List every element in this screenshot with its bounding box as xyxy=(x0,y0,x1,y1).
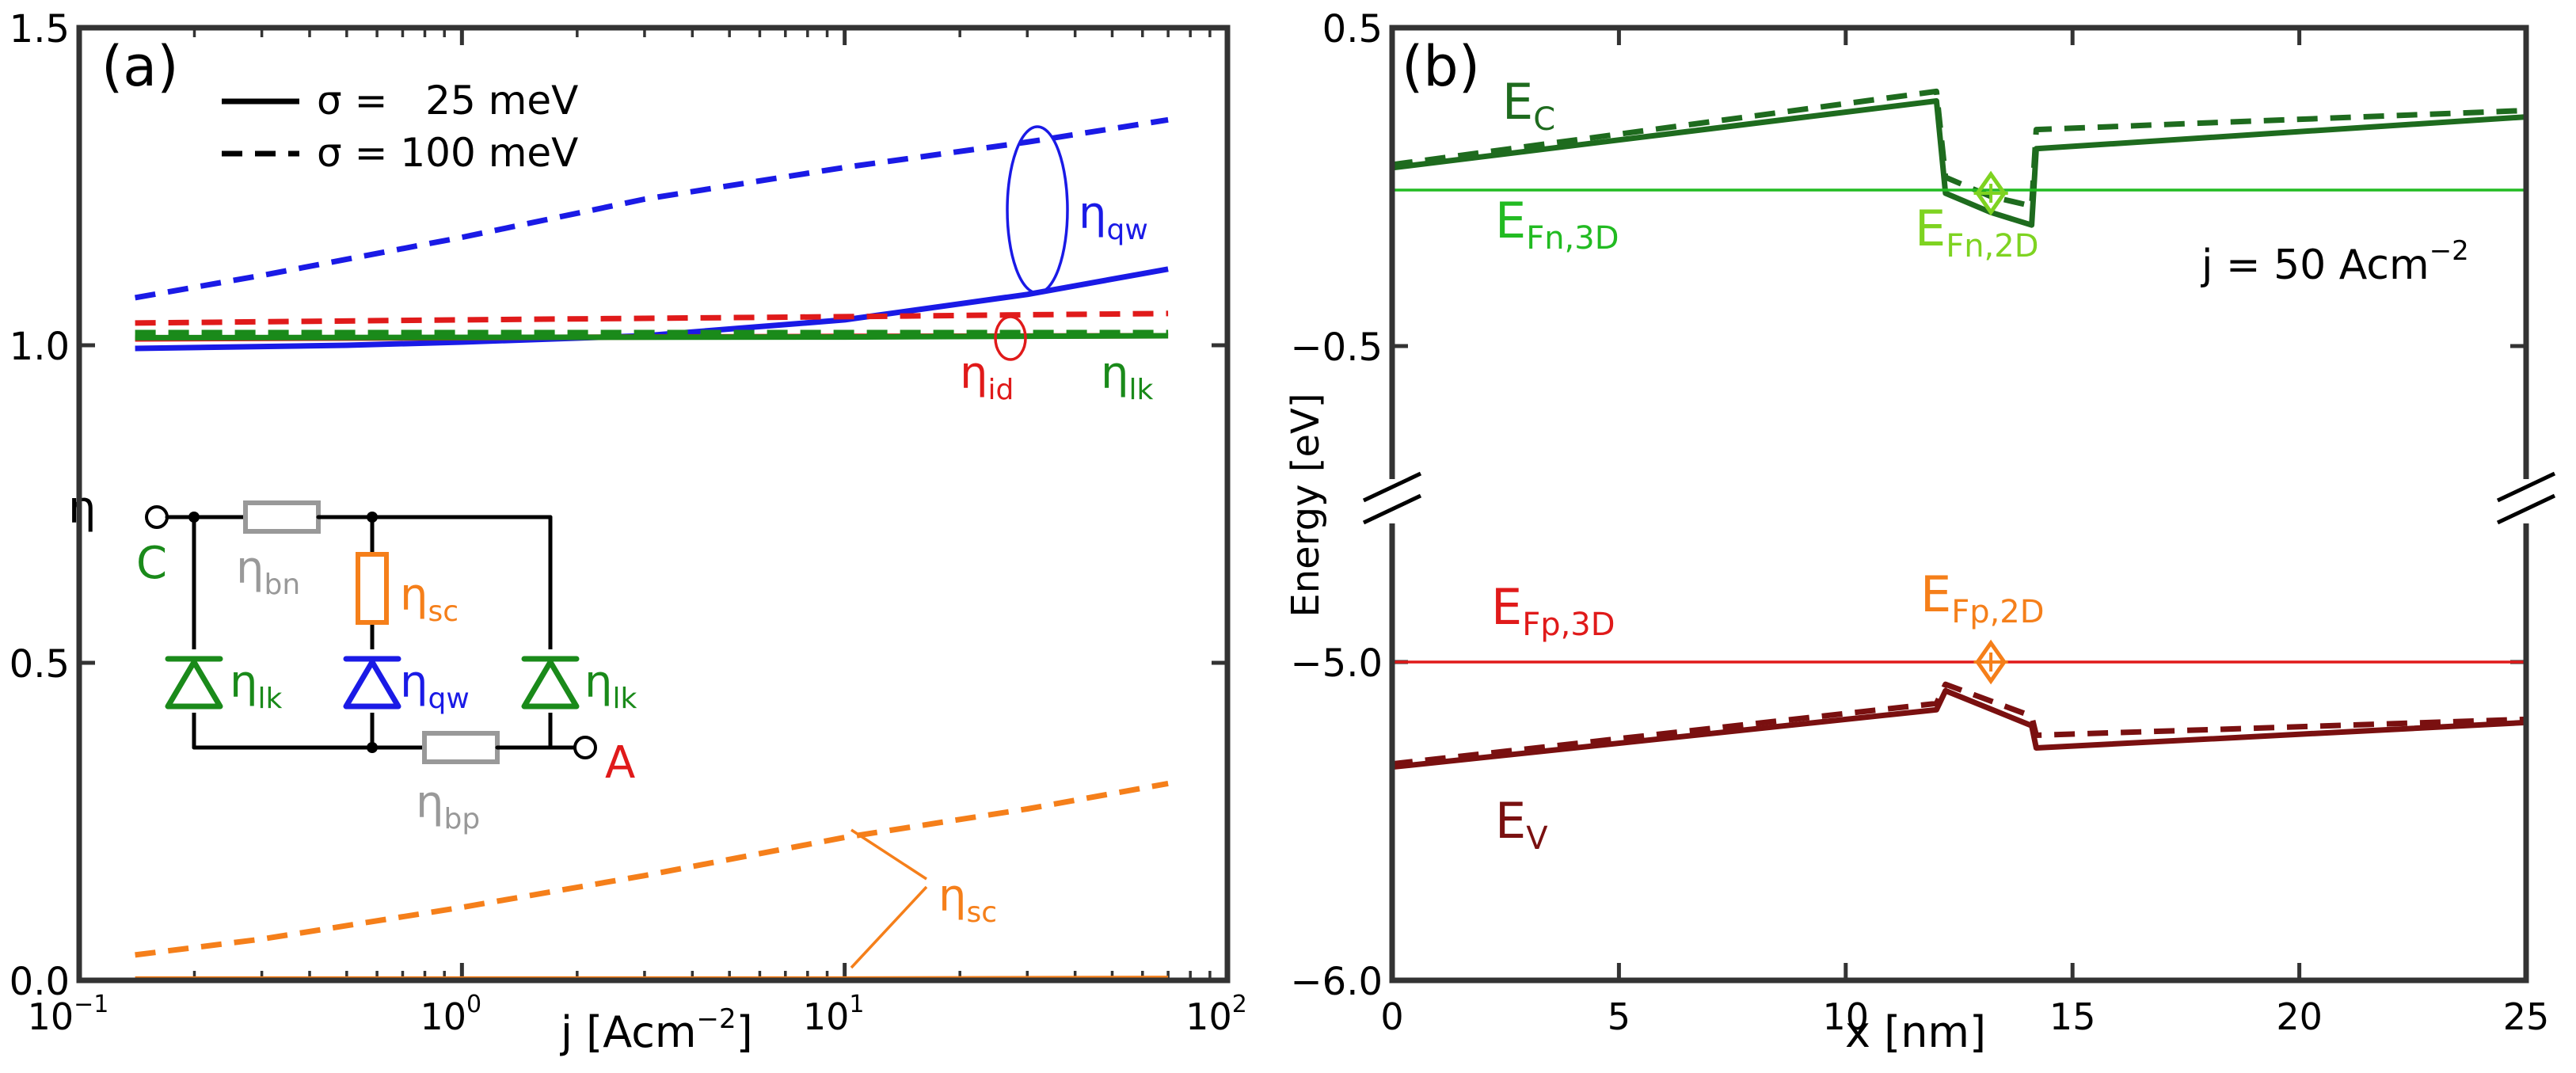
diamond-marker xyxy=(1975,170,2007,216)
sc-pointer-line xyxy=(850,885,928,969)
x-tick-label: 10 xyxy=(1823,995,1870,1038)
x-tick-label: 5 xyxy=(1608,995,1630,1038)
terminal-c-node xyxy=(145,505,169,529)
y-tick-label: 1.0 xyxy=(10,325,70,369)
annotation-eta-qw: ηqw xyxy=(1079,188,1148,246)
label-efp-3d: EFp,3D xyxy=(1491,578,1615,643)
legend-label-dashed: σ = 100 meV xyxy=(317,130,578,176)
y-tick-label: −6.0 xyxy=(1290,960,1383,1004)
legend-label-solid: σ = 25 meV xyxy=(317,78,578,124)
id-ellipse xyxy=(994,315,1027,361)
resistor-bp xyxy=(422,731,500,764)
series-line xyxy=(1392,98,2526,228)
x-tick-label: 10−1 xyxy=(28,991,109,1038)
diode-qw xyxy=(343,649,401,713)
panel-label: (a) xyxy=(101,34,179,99)
axis-break-left xyxy=(1362,471,1422,525)
series-line xyxy=(1392,687,2526,771)
circuit-label-lk-left: ηlk xyxy=(230,656,283,715)
x-tick-label: 102 xyxy=(1185,991,1247,1038)
circuit-label-lk-right: ηlk xyxy=(584,656,637,715)
terminal-a-label: A xyxy=(605,737,635,789)
annotation-eta-sc: ηsc xyxy=(938,870,997,929)
plot-frame xyxy=(76,25,1231,984)
circuit-label-sc: ηsc xyxy=(400,569,459,628)
x-tick-label: 15 xyxy=(2049,995,2096,1038)
label-ev: EV xyxy=(1495,792,1548,857)
series-line xyxy=(135,333,1169,341)
fermi-level-marker xyxy=(1973,170,2008,216)
label-efp-2d: EFp,2D xyxy=(1920,565,2045,630)
resistor-bn xyxy=(243,500,321,534)
annotation-eta-id: ηid xyxy=(960,348,1014,406)
label-ec: EC xyxy=(1502,73,1555,138)
y-tick-label: 1.5 xyxy=(10,7,70,51)
circuit-label-bn: ηbn xyxy=(236,542,300,601)
qw-ellipse xyxy=(1006,125,1069,295)
series-line xyxy=(1392,681,2526,767)
y-tick-label: 0.5 xyxy=(1322,7,1383,51)
current-density-annotation: j = 50 Acm−2 xyxy=(2201,235,2469,289)
diode-lk-left xyxy=(165,649,223,713)
x-tick-label: 101 xyxy=(803,991,865,1038)
diode-lk-right xyxy=(521,649,580,713)
diamond-marker xyxy=(1975,639,2007,685)
y-tick-label: −5.0 xyxy=(1290,641,1383,686)
circuit-schematic: C A ηbn ηsc ηlk ηqw ηlk ηbp xyxy=(136,500,637,835)
label-efn-2d: EFn,2D xyxy=(1915,200,2039,264)
y-axis-label: Energy [eV] xyxy=(1284,393,1328,617)
junction-dot xyxy=(367,512,378,523)
panel-a: 0.0 0.5 1.0 1.5 10−1 100 101 102 (a) σ = 25 meV… xyxy=(10,7,1247,1057)
circuit-label-qw: ηqw xyxy=(400,656,470,715)
x-axis-label: x [nm] xyxy=(1845,1007,1986,1057)
series-line xyxy=(135,780,1169,958)
panel-label: (b) xyxy=(1402,34,1480,99)
x-axis-label: j [Acm−2] xyxy=(560,1003,753,1057)
y-tick-label: 0.0 xyxy=(10,960,70,1004)
panel-b: 0.5−0.5−5.0−6.00 5 10 15 20 25 (b) EC EFn,3D … xyxy=(1284,7,2556,1057)
y-axis-label: η xyxy=(68,482,97,534)
series-line xyxy=(134,116,1169,301)
series-line xyxy=(135,310,1169,326)
sc-pointer-line xyxy=(850,828,927,881)
x-tick-label: 20 xyxy=(2276,995,2323,1038)
x-tick-label: 25 xyxy=(2503,995,2550,1038)
legend: σ = 25 meV σ = 100 meV xyxy=(222,78,578,176)
resistor-sc xyxy=(356,552,389,625)
x-tick-label: 0 xyxy=(1380,995,1403,1038)
junction-dot xyxy=(367,742,378,753)
junction-dot xyxy=(188,512,200,523)
y-tick-label: 0.5 xyxy=(10,642,70,687)
label-efn-3d: EFn,3D xyxy=(1495,192,1619,257)
circuit-label-bp: ηbp xyxy=(416,777,480,835)
fermi-level-marker xyxy=(1973,639,2008,685)
terminal-c-label: C xyxy=(136,538,167,589)
axis-break-right xyxy=(2496,471,2556,525)
y-tick-label: −0.5 xyxy=(1290,325,1383,370)
terminal-a-node xyxy=(573,736,597,759)
plot-frame xyxy=(1389,25,2529,984)
x-tick-label: 100 xyxy=(420,991,482,1038)
annotation-eta-lk: ηlk xyxy=(1101,348,1154,406)
